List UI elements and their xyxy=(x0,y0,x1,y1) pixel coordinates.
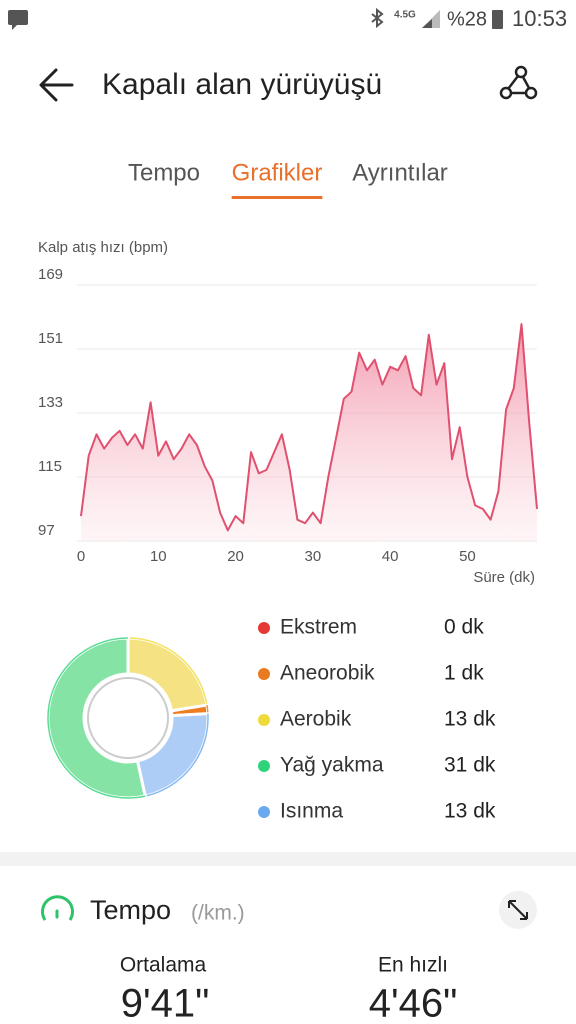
route-button[interactable] xyxy=(499,65,538,100)
legend-dot xyxy=(258,806,270,818)
x-tick-label: 10 xyxy=(150,548,167,565)
expand-button[interactable] xyxy=(499,891,537,929)
y-tick-label: 97 xyxy=(38,522,55,539)
donut-hole xyxy=(87,677,169,759)
stat-label: Ortalama xyxy=(120,954,207,977)
legend-label: Ekstrem xyxy=(280,616,357,639)
donut-segment-edge xyxy=(145,713,209,797)
network-type: 4.5G xyxy=(394,10,416,21)
legend-label: Yağ yakma xyxy=(280,754,384,777)
legend-label: Isınma xyxy=(280,800,343,823)
tab[interactable]: Ayrıntılar xyxy=(352,159,448,186)
stat-value: 9'41" xyxy=(121,982,210,1024)
legend-dot xyxy=(258,714,270,726)
battery-percent: %28 xyxy=(447,8,487,30)
y-tick-label: 115 xyxy=(38,458,62,475)
legend-value: 1 dk xyxy=(444,662,484,685)
clock: 10:53 xyxy=(512,6,567,31)
back-button[interactable] xyxy=(39,68,74,102)
heart-rate-chart: Kalp atış hızı (bpm) 97 115 133 151 169 0 10 20 3… xyxy=(38,239,538,586)
tempo-title: Tempo xyxy=(90,895,171,925)
legend-dot xyxy=(258,622,270,634)
y-tick-label: 133 xyxy=(38,394,63,411)
stat-label: En hızlı xyxy=(378,954,448,977)
legend-value: 13 dk xyxy=(444,708,496,731)
tempo-unit: (/km.) xyxy=(191,902,245,925)
legend-label: Aneorobik xyxy=(280,662,375,685)
stat-value: 4'46" xyxy=(369,982,458,1024)
tempo-icon xyxy=(41,895,74,921)
y-tick-label: 151 xyxy=(38,330,63,347)
bluetooth-icon xyxy=(371,7,384,29)
donut-segment-edge xyxy=(47,637,146,799)
tab[interactable]: Tempo xyxy=(128,159,200,186)
section-divider xyxy=(0,852,576,866)
tab[interactable]: Grafikler xyxy=(232,159,323,186)
header-title: Kapalı alan yürüyüşü xyxy=(102,68,382,101)
battery-icon xyxy=(492,10,503,29)
legend-dot xyxy=(258,760,270,772)
notification-icon xyxy=(8,10,28,25)
tabs: Tempo Grafikler Ayrıntılar xyxy=(128,159,448,199)
legend-label: Aerobik xyxy=(280,708,352,731)
x-tick-label: 30 xyxy=(305,548,322,565)
zone-chart: Ekstrem 0 dk Aneorobik 1 dk Aerobik 13 dk Yağ … xyxy=(46,616,496,823)
legend-value: 13 dk xyxy=(444,800,496,823)
line xyxy=(80,323,538,532)
y-tick-label: 169 xyxy=(38,266,63,283)
signal-level xyxy=(422,19,432,28)
tab-indicator xyxy=(231,196,323,199)
x-tick-label: 40 xyxy=(382,548,399,565)
area xyxy=(81,324,537,541)
x-tick-label: 20 xyxy=(227,548,244,565)
x-axis-label: Süre (dk) xyxy=(473,569,535,586)
y-axis-label: Kalp atış hızı (bpm) xyxy=(38,239,168,256)
signal-icon xyxy=(422,10,440,28)
legend-value: 31 dk xyxy=(444,754,496,777)
notification-icon-tail xyxy=(12,25,17,30)
donut-segment-edge xyxy=(127,637,208,706)
x-tick-label: 50 xyxy=(459,548,476,565)
legend-value: 0 dk xyxy=(444,616,484,639)
legend-dot xyxy=(258,668,270,680)
x-tick-label: 0 xyxy=(77,548,85,565)
